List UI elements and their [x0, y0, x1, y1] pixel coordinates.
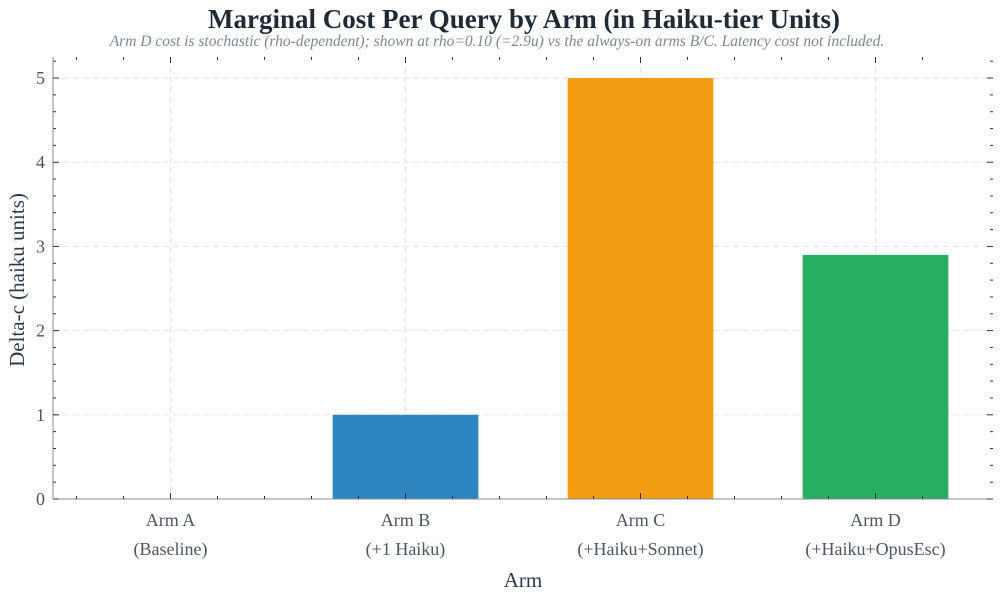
y-tick-label: 3 — [36, 236, 45, 256]
y-tick-label: 4 — [36, 152, 45, 172]
bar-arm-b — [332, 414, 479, 499]
y-tick-label: 2 — [36, 321, 45, 341]
x-axis-label: Arm — [504, 568, 543, 592]
x-tick-label: (+1 Haiku) — [366, 539, 446, 560]
bar-arm-d — [802, 254, 949, 499]
y-tick-label: 1 — [36, 405, 45, 425]
bars — [332, 78, 949, 500]
axes — [52, 57, 993, 500]
x-tick-label: Arm A — [146, 510, 196, 530]
chart-title: Marginal Cost Per Query by Arm (in Haiku… — [208, 4, 840, 34]
x-tick-label: Arm C — [616, 510, 666, 530]
x-tick-label: (+Haiku+Sonnet) — [577, 539, 703, 560]
x-tick-label: Arm D — [850, 510, 901, 530]
y-tick-label: 0 — [36, 489, 45, 509]
tick-labels: 0 1 2 3 4 5 Arm A (Baseline) Arm B (+1 Haiku) Arm … — [36, 68, 946, 560]
chart-subtitle: Arm D cost is stochastic (rho-dependent)… — [109, 33, 885, 50]
x-tick-label: (Baseline) — [134, 539, 208, 560]
bar-arm-c — [567, 78, 714, 500]
y-axis-label: Delta-c (haiku units) — [5, 193, 29, 367]
x-tick-label: (+Haiku+OpusEsc) — [805, 539, 945, 560]
x-tick-label: Arm B — [381, 510, 431, 530]
y-tick-label: 5 — [36, 68, 45, 88]
